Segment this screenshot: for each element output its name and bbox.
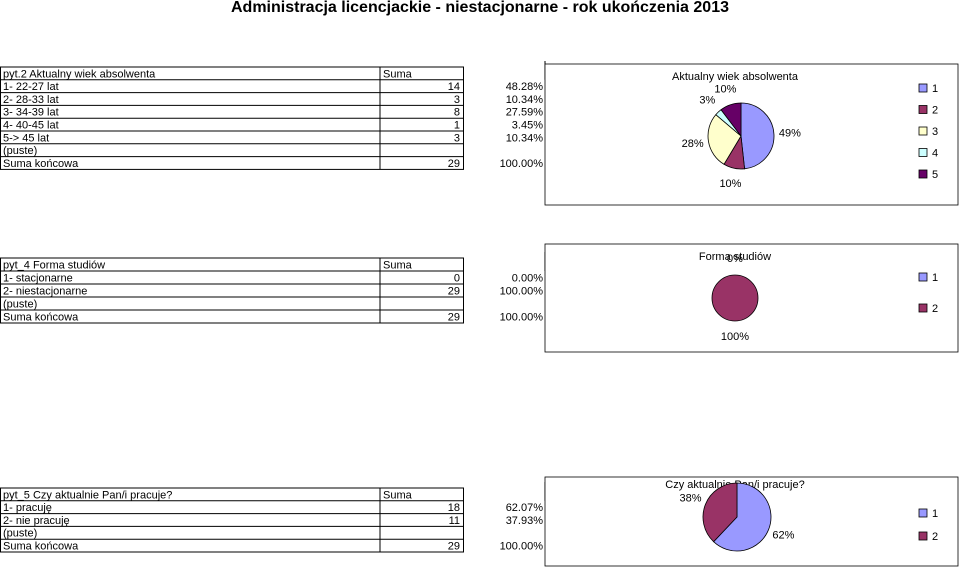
slice-label: 28% xyxy=(682,138,704,150)
row-percent: 100.00% xyxy=(500,541,544,553)
row-count: 29 xyxy=(448,311,460,323)
header-cell: Suma xyxy=(383,489,413,501)
row-count: 29 xyxy=(448,285,460,297)
row-percent: 0.00% xyxy=(512,272,543,284)
pie-slice xyxy=(713,482,772,552)
row-label: 1- pracuję xyxy=(3,502,52,514)
row-percent: 100.00% xyxy=(500,158,544,170)
legend-swatch xyxy=(918,508,928,518)
slice-label: 100% xyxy=(721,331,749,343)
row-count: 29 xyxy=(448,541,460,553)
header-cell: pyt_4 Forma studiów xyxy=(3,259,105,271)
legend-label: 4 xyxy=(932,147,938,159)
row-label: Suma końcowa xyxy=(3,158,79,170)
row-label: Suma końcowa xyxy=(3,311,79,323)
header-cell: pyt.2 Aktualny wiek absolwenta xyxy=(3,68,156,80)
pie-slice xyxy=(720,102,742,138)
legend-swatch xyxy=(918,303,928,313)
row-percent: 37.93% xyxy=(506,515,544,527)
legend-swatch xyxy=(918,169,928,179)
chart-title: Aktualny wiek absolwenta xyxy=(672,71,799,83)
row-label: 2- 28-33 lat xyxy=(3,94,59,106)
row-count: 18 xyxy=(448,502,460,514)
row-count: 29 xyxy=(448,158,460,170)
legend-swatch xyxy=(918,105,928,114)
row-label: 4- 40-45 lat xyxy=(3,120,59,132)
row-label: (puste) xyxy=(3,528,37,540)
row-count: 3 xyxy=(454,132,460,144)
slice-label: 10% xyxy=(714,83,736,95)
table-border xyxy=(0,487,464,553)
row-count: 14 xyxy=(448,81,460,93)
table-border xyxy=(0,257,464,324)
legend-label: 3 xyxy=(932,126,938,138)
row-label: 2- nie pracuję xyxy=(3,515,70,527)
legend-label: 5 xyxy=(932,169,938,181)
row-percent: 48.28% xyxy=(506,81,544,93)
row-label: 5-> 45 lat xyxy=(3,132,49,144)
row-percent: 100.00% xyxy=(500,311,544,323)
row-percent: 100.00% xyxy=(500,285,544,297)
row-count: 11 xyxy=(449,515,460,527)
legend-label: 1 xyxy=(932,272,938,284)
row-count: 3 xyxy=(454,94,460,106)
row-percent: 10.34% xyxy=(506,132,544,144)
page-title: Administracja licencjackie - niestacjona… xyxy=(231,0,729,16)
legend-label: 1 xyxy=(932,508,938,520)
row-percent: 3.45% xyxy=(512,120,543,132)
row-percent: 62.07% xyxy=(506,502,544,514)
row-count: 1 xyxy=(454,120,460,132)
chart-title: Forma studiów xyxy=(699,251,771,263)
row-percent: 10.34% xyxy=(506,94,544,106)
row-percent: 27.59% xyxy=(506,107,544,119)
row-label: Suma końcowa xyxy=(3,541,79,553)
legend-label: 2 xyxy=(932,531,938,543)
legend-label: 2 xyxy=(932,104,938,116)
slice-label: 0% xyxy=(727,253,743,265)
row-label: 2- niestacjonarne xyxy=(3,285,87,297)
slice-label: 10% xyxy=(719,178,741,190)
legend-swatch xyxy=(918,272,928,282)
header-cell: pyt_5 Czy aktualnie Pan/i pracuje? xyxy=(3,489,172,501)
row-count: 0 xyxy=(454,272,460,284)
legend-label: 1 xyxy=(932,83,938,95)
row-label: 1- 22-27 lat xyxy=(3,81,59,93)
row-label: 3- 34-39 lat xyxy=(3,107,59,119)
slice-label: 3% xyxy=(699,94,715,106)
pie-slice xyxy=(711,274,759,322)
legend-swatch xyxy=(918,148,928,157)
legend-swatch xyxy=(918,126,928,136)
slice-label: 49% xyxy=(779,127,801,139)
row-label: 1- stacjonarne xyxy=(3,272,73,284)
row-count: 8 xyxy=(454,107,460,119)
legend-swatch xyxy=(918,83,928,93)
row-label: (puste) xyxy=(3,298,37,310)
slice-label: 62% xyxy=(772,529,794,541)
pie-slice xyxy=(740,102,775,170)
legend-swatch xyxy=(918,531,928,541)
row-label: (puste) xyxy=(3,145,37,157)
header-cell: Suma xyxy=(383,259,413,271)
pie-slice xyxy=(702,482,738,543)
pie-slice xyxy=(707,114,742,165)
header-cell: Suma xyxy=(383,68,413,80)
slice-label: 38% xyxy=(680,492,702,504)
legend-label: 2 xyxy=(932,303,938,315)
